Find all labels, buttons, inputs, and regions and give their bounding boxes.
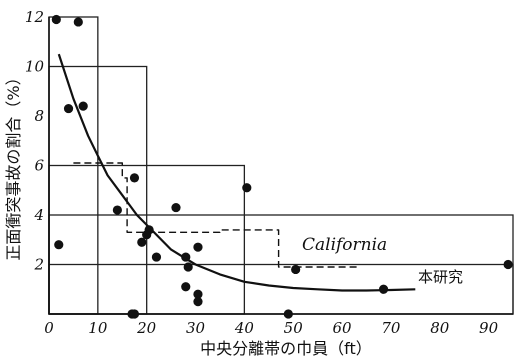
data-point-23 <box>378 284 389 294</box>
x-tick-label-4: 40 <box>234 319 255 337</box>
x-tick-label-9: 90 <box>479 319 499 337</box>
data-point-19 <box>129 309 140 319</box>
x-tick-label-1: 10 <box>88 319 108 337</box>
data-point-4 <box>54 240 64 250</box>
data-point-11 <box>171 202 181 213</box>
tick-labels: 0 10 20 30 40 50 60 70 80 90 2 4 6 8 10 12 <box>25 8 499 337</box>
x-tick-label-5: 50 <box>284 319 304 337</box>
series-line-1 <box>73 162 357 268</box>
x-tick-label-8: 80 <box>430 319 450 337</box>
data-points <box>51 14 513 319</box>
x-tick-label-2: 20 <box>136 319 157 337</box>
data-point-1 <box>73 17 83 27</box>
study-series-label: 本研究 <box>418 268 463 286</box>
y-tick-label-2: 6 <box>34 157 44 175</box>
data-point-17 <box>193 297 203 307</box>
data-point-15 <box>193 242 203 252</box>
x-tick-label-6: 60 <box>333 319 353 337</box>
axes <box>48 17 513 315</box>
data-point-2 <box>63 103 74 114</box>
x-tick-label-7: 70 <box>381 319 401 337</box>
y-tick-label-5: 12 <box>25 8 44 26</box>
data-point-16 <box>193 289 203 299</box>
y-tick-label-0: 2 <box>33 256 44 274</box>
data-point-0 <box>51 14 61 25</box>
data-point-20 <box>242 183 252 193</box>
data-point-13 <box>181 282 191 292</box>
y-axis-title: 正面衝突事故の割合（%） <box>4 69 23 260</box>
y-tick-label-1: 4 <box>33 206 44 224</box>
data-point-24 <box>503 259 513 270</box>
data-point-21 <box>283 309 293 319</box>
data-point-7 <box>137 237 147 247</box>
y-tick-label-3: 8 <box>34 107 44 125</box>
data-point-9 <box>144 225 154 235</box>
data-point-6 <box>129 173 140 183</box>
data-point-14 <box>183 262 193 272</box>
x-tick-label-3: 30 <box>186 319 206 337</box>
x-tick-label-0: 0 <box>44 319 54 337</box>
data-point-3 <box>78 101 88 111</box>
california-series-label: California <box>302 235 387 255</box>
data-point-12 <box>181 252 191 262</box>
series-line-0 <box>57 53 416 292</box>
x-axis-title: 中央分離帯の巾員（ft） <box>200 339 372 358</box>
series-lines <box>57 53 416 292</box>
data-point-22 <box>291 264 301 275</box>
data-point-5 <box>112 205 122 215</box>
data-point-10 <box>151 252 162 262</box>
y-tick-label-4: 10 <box>25 58 45 76</box>
